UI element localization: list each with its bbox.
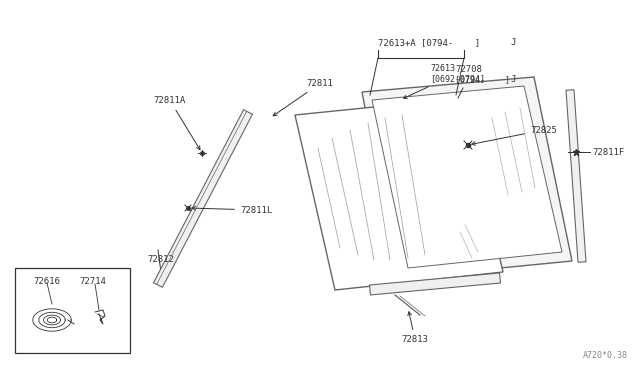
Text: [0794-    ]: [0794- ] <box>455 75 510 84</box>
Text: 72616: 72616 <box>33 277 60 286</box>
Text: 72811: 72811 <box>273 79 333 116</box>
Text: 72708: 72708 <box>455 65 482 74</box>
Text: 72613
[0692-0794]: 72613 [0692-0794] <box>403 64 485 99</box>
Text: 72825: 72825 <box>472 125 557 145</box>
Polygon shape <box>295 98 503 290</box>
Text: 72811A: 72811A <box>154 96 200 150</box>
Text: 72714: 72714 <box>79 277 106 286</box>
Text: A720*0.38: A720*0.38 <box>583 351 628 360</box>
Polygon shape <box>369 273 500 295</box>
Text: 72811L: 72811L <box>192 205 272 215</box>
Polygon shape <box>154 110 252 287</box>
Text: 72811F: 72811F <box>592 148 624 157</box>
Text: J: J <box>510 38 515 47</box>
Text: 72813: 72813 <box>401 312 428 344</box>
Text: 72613+A [0794-    ]: 72613+A [0794- ] <box>378 38 480 47</box>
Polygon shape <box>362 77 572 278</box>
Text: 72812: 72812 <box>147 255 174 264</box>
Polygon shape <box>566 90 586 262</box>
Polygon shape <box>372 86 562 268</box>
Text: J: J <box>510 75 515 84</box>
FancyBboxPatch shape <box>15 268 130 353</box>
